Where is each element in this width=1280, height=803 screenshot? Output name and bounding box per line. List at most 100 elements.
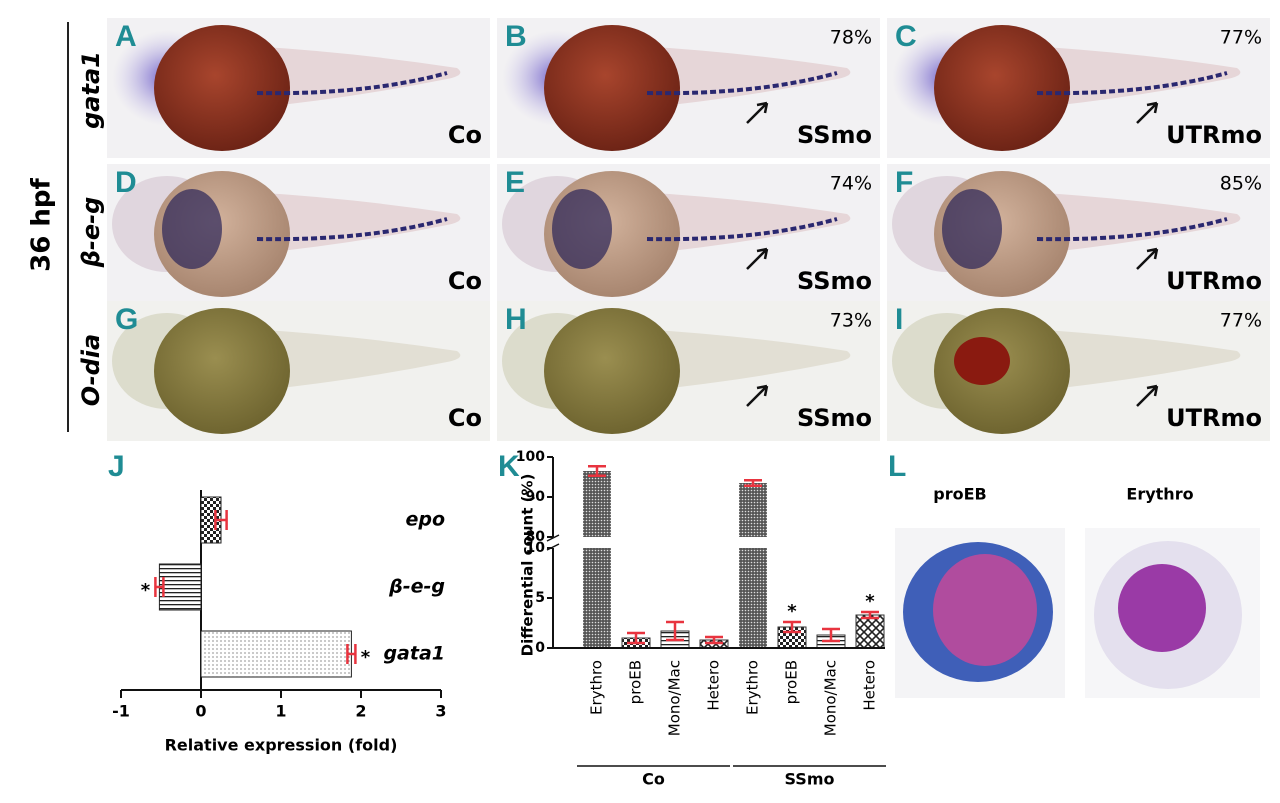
percent-label: 85%: [1220, 173, 1262, 195]
panel-photo: [497, 301, 880, 441]
panel-letter: I: [895, 303, 903, 336]
stain: [256, 217, 448, 242]
panel-photo: [497, 18, 880, 158]
x-tick-label: Mono/Mac: [822, 660, 840, 736]
row-label: β-e-g: [77, 197, 105, 269]
stain: [162, 189, 222, 269]
x-tick-label: 0: [195, 702, 206, 721]
row-label: gata1: [77, 51, 105, 129]
x-tick-label: 3: [435, 702, 446, 721]
stain: [942, 189, 1002, 269]
condition-label: SSmo: [797, 404, 872, 432]
stage-label: 36 hpf: [27, 177, 57, 271]
x-tick-label: proEB: [783, 660, 801, 704]
error-bar: [744, 478, 762, 488]
condition-label: UTRmo: [1166, 404, 1262, 432]
cell-images: [895, 528, 1260, 698]
significance: *: [787, 601, 797, 622]
panel-letter: J: [108, 450, 125, 483]
embryo-yolk: [544, 308, 680, 434]
embryo-yolk: [154, 308, 290, 434]
percent-label: 74%: [830, 173, 872, 195]
error-bar: [346, 644, 357, 664]
nucleus: [933, 554, 1037, 666]
panel-photo: [497, 164, 880, 304]
x-tick-label: 2: [355, 702, 366, 721]
category-label: gata1: [383, 643, 445, 665]
y-tick-label: 100: [516, 449, 545, 465]
bar: [855, 614, 885, 649]
row-label: O-dia: [77, 334, 105, 406]
x-tick-label: Hetero: [861, 660, 879, 711]
panel-letter: B: [505, 20, 527, 53]
stain: [1036, 71, 1228, 96]
x-tick-label: Mono/Mac: [666, 660, 684, 736]
percent-label: 73%: [830, 310, 872, 332]
bar-lower: [583, 548, 611, 648]
cell-label: proEB: [933, 485, 986, 504]
bar-upper: [583, 471, 611, 537]
embryo-yolk: [154, 25, 290, 151]
panel-letter: D: [115, 166, 137, 199]
error-bar: [705, 635, 723, 645]
panel-letter: C: [895, 20, 917, 53]
condition-label: Co: [448, 121, 482, 149]
significance: *: [141, 580, 151, 601]
bar-upper: [739, 483, 767, 537]
panel-letter: H: [505, 303, 527, 336]
panel-photo: [887, 301, 1270, 441]
panel-letter: K: [498, 450, 520, 483]
arrow: [746, 384, 769, 407]
stain: [646, 217, 838, 242]
bar-lower: [739, 548, 767, 648]
panel-photo: [107, 301, 490, 441]
percent-label: 77%: [1220, 27, 1262, 49]
bar: [158, 563, 202, 611]
stain: [954, 337, 1010, 385]
stain: [256, 71, 448, 96]
panel-photo: [887, 164, 1270, 304]
category-label: epo: [405, 509, 445, 531]
condition-label: Co: [448, 267, 482, 295]
x-tick-label: Erythro: [744, 660, 762, 715]
arrow: [746, 247, 769, 270]
panel-letter: L: [888, 450, 906, 483]
stain: [552, 189, 612, 269]
arrow: [1136, 384, 1159, 407]
y-tick-label: 80: [526, 529, 546, 545]
error-bar: [588, 464, 606, 478]
embryo-yolk: [544, 25, 680, 151]
group-label: Co: [642, 770, 665, 789]
embryo-yolk: [934, 25, 1070, 151]
x-tick-label: Erythro: [588, 660, 606, 715]
error-bar: [627, 631, 645, 645]
x-axis-title: Relative expression (fold): [165, 736, 398, 755]
error-bar: [666, 620, 684, 642]
arrow: [1136, 101, 1159, 124]
y-tick-label: 5: [535, 590, 545, 606]
x-tick-label: Hetero: [705, 660, 723, 711]
panel-letter: E: [505, 166, 525, 199]
error-bar: [861, 610, 879, 620]
significance: *: [865, 591, 875, 612]
stain: [1036, 217, 1228, 242]
y-tick-label: 10: [526, 540, 546, 556]
panel-letter: F: [895, 166, 913, 199]
panel-letter: A: [115, 20, 137, 53]
panel-photo: [107, 164, 490, 304]
percent-label: 78%: [830, 27, 872, 49]
error-bar: [822, 627, 840, 643]
bar: [200, 630, 352, 678]
y-tick-label: 90: [526, 489, 546, 505]
condition-label: UTRmo: [1166, 267, 1262, 295]
condition-label: SSmo: [797, 121, 872, 149]
arrow: [746, 101, 769, 124]
significance: *: [361, 647, 371, 668]
cell-label: Erythro: [1126, 485, 1193, 504]
stain: [646, 71, 838, 96]
x-tick-label: 1: [275, 702, 286, 721]
error-bar: [154, 577, 165, 597]
nucleus: [1118, 564, 1206, 652]
percent-label: 77%: [1220, 310, 1262, 332]
